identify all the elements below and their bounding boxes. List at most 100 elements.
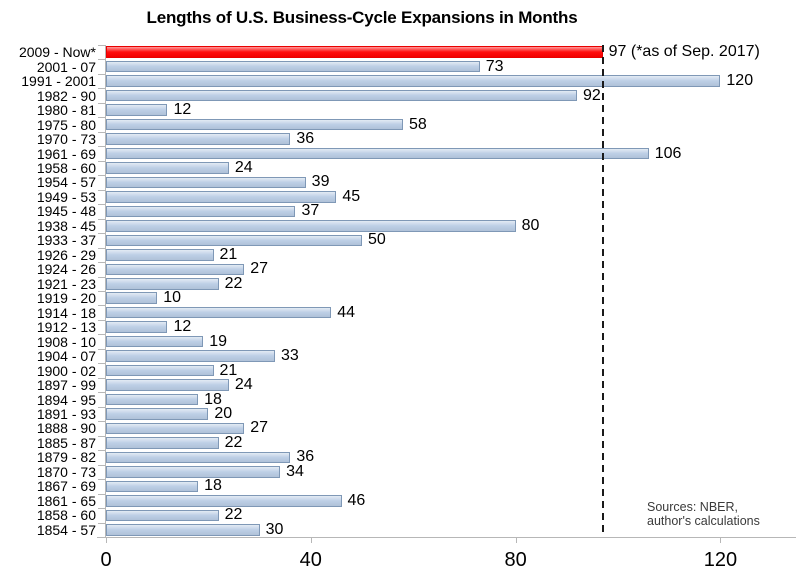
category-axis-tick (98, 537, 106, 538)
bar-value-label: 44 (337, 303, 356, 321)
bar-value-label: 106 (654, 144, 682, 162)
category-axis-tick (98, 102, 106, 104)
bar (106, 480, 199, 493)
bar (106, 60, 480, 73)
bar-value-label: 12 (173, 318, 192, 336)
value-axis-tick-label: 40 (299, 549, 322, 571)
category-axis-tick (98, 218, 106, 220)
category-axis-tick (98, 233, 106, 235)
bar (106, 249, 214, 261)
bar-value-label: 10 (163, 289, 181, 307)
bar-value-label: 46 (347, 491, 366, 509)
bar (106, 306, 332, 319)
category-label: 1926 - 29 (36, 246, 96, 263)
bar-value-label: 22 (224, 274, 243, 292)
bar-value-label: 97 (*as of Sep. 2017) (608, 43, 760, 61)
bar-highlight (106, 46, 603, 58)
bar (106, 364, 214, 377)
bar (106, 509, 219, 522)
category-label: 1921 - 23 (36, 275, 96, 292)
category-axis-tick (98, 262, 106, 264)
category-axis-tick (98, 392, 106, 394)
category-label: 1938 - 45 (36, 217, 96, 234)
category-label: 2001 - 07 (36, 58, 96, 75)
category-axis-tick (98, 204, 106, 206)
reference-line-dashed (601, 45, 604, 537)
category-axis-tick (98, 334, 106, 336)
value-axis-tick-label: 80 (504, 549, 527, 571)
bar (106, 292, 158, 304)
bar (106, 451, 291, 464)
bar (106, 234, 362, 247)
bar (106, 191, 337, 203)
bar (106, 350, 275, 362)
bar (106, 379, 229, 391)
bar (106, 466, 281, 478)
bar (106, 220, 516, 232)
category-label: 1861 - 65 (36, 492, 96, 509)
category-label: 1919 - 20 (36, 290, 96, 307)
category-axis-tick (98, 508, 106, 510)
bar (106, 278, 219, 290)
bar (106, 393, 199, 406)
category-axis-tick (98, 435, 106, 437)
bar-value-label: 24 (234, 159, 253, 176)
category-label: 1912 - 13 (36, 319, 96, 336)
category-axis-tick (98, 363, 106, 365)
category-label: 1900 - 02 (36, 362, 96, 379)
category-axis-tick (98, 45, 106, 46)
bar-value-label: 73 (485, 57, 504, 75)
category-label: 2009 - Now* (18, 44, 96, 61)
bar-value-label: 19 (209, 332, 228, 350)
category-axis-tick (98, 522, 106, 524)
category-label: 1961 - 69 (36, 145, 96, 162)
category-axis-tick (98, 493, 106, 495)
category-label: 1908 - 10 (36, 333, 96, 350)
bar-value-label: 27 (250, 419, 269, 437)
bar (106, 104, 168, 116)
category-label: 1970 - 73 (36, 131, 96, 148)
bar (106, 89, 578, 102)
category-axis-tick (98, 131, 106, 133)
category-label: 1894 - 95 (36, 391, 96, 408)
category-axis-tick (98, 479, 106, 481)
category-axis-tick (98, 421, 106, 423)
bar (106, 205, 296, 218)
category-label: 1858 - 60 (36, 507, 96, 524)
bar-value-label: 80 (521, 216, 540, 234)
value-axis-tick-label: 120 (703, 549, 738, 571)
category-label: 1897 - 99 (36, 377, 96, 394)
source-note-line2: author's calculations (647, 514, 760, 528)
bar (106, 437, 219, 449)
chart-title: Lengths of U.S. Business-Cycle Expansion… (146, 8, 578, 27)
source-note-line1: Sources: NBER, (647, 500, 739, 514)
category-label: 1867 - 69 (36, 478, 96, 495)
category-label: 1888 - 90 (36, 420, 96, 437)
category-axis-tick (98, 88, 106, 90)
bar-value-label: 30 (265, 520, 284, 538)
bar (106, 75, 721, 87)
value-axis-line (97, 537, 796, 538)
bar (106, 335, 204, 348)
category-label: 1982 - 90 (36, 87, 96, 104)
bar (106, 263, 245, 276)
bar-value-label: 37 (301, 202, 320, 220)
category-label: 1949 - 53 (36, 188, 96, 205)
bar-value-label: 22 (224, 506, 243, 524)
category-axis-tick (98, 319, 106, 321)
value-axis-tick (515, 538, 517, 543)
category-axis-tick (98, 276, 106, 278)
category-axis-tick (98, 117, 106, 119)
category-label: 1958 - 60 (36, 160, 96, 176)
bar (106, 495, 342, 507)
bar (106, 147, 649, 160)
value-axis-tick (720, 538, 722, 543)
bar-value-label: 18 (204, 390, 222, 408)
category-label: 1980 - 81 (36, 102, 96, 119)
category-label: 1885 - 87 (36, 434, 96, 451)
bar-value-label: 34 (286, 462, 304, 480)
category-label: 1904 - 07 (36, 348, 96, 365)
bar-value-label: 21 (219, 245, 238, 263)
category-axis-tick (98, 146, 106, 148)
